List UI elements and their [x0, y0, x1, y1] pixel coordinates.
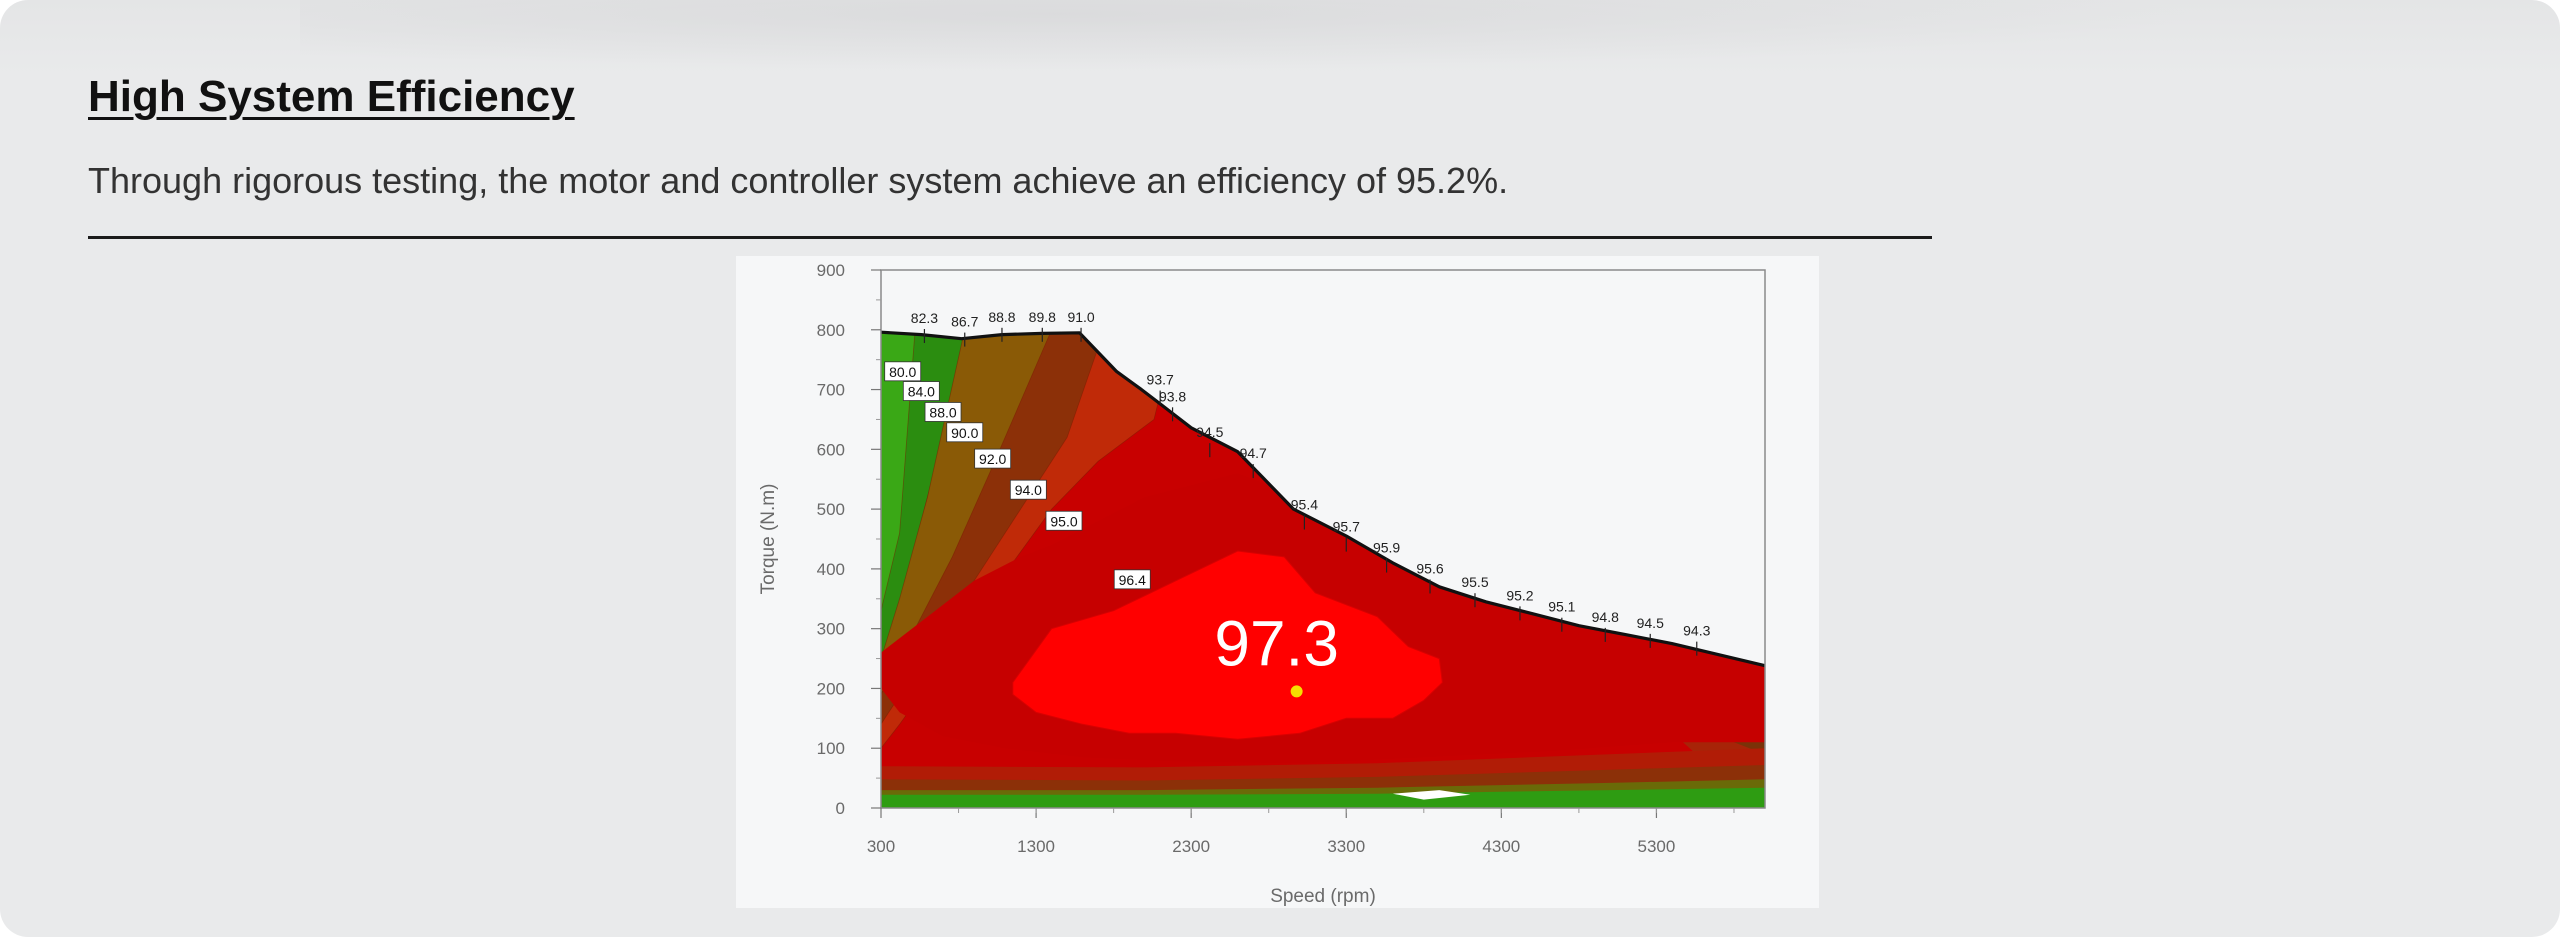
contour-label-text: 88.0: [929, 404, 956, 420]
contour-label-text: 95.0: [1050, 513, 1077, 529]
contour-label-box: [924, 402, 962, 422]
contour-label: 84.0: [902, 381, 940, 401]
envelope-boundary-line: [880, 330, 1766, 668]
efficiency-map-chart: 0 100 200 300 400 500 600 700 800 900 300 1300 2300 3…: [736, 256, 1819, 908]
contour-label-text: 90.0: [951, 425, 978, 441]
boundary-efficiency-label: 93.8: [1159, 388, 1186, 404]
boundary-efficiency-label: 95.6: [1416, 560, 1443, 576]
contour-label: 96.4: [1113, 569, 1151, 590]
contour-label-text: 84.0: [908, 384, 935, 400]
contour-label-box: [974, 448, 1012, 469]
efficiency-zone-lowtorque-green: [881, 787, 1765, 808]
contour-label-text: 96.4: [1119, 572, 1146, 588]
boundary-efficiency-label: 94.7: [1240, 445, 1267, 461]
contour-label-box: [1113, 569, 1151, 590]
boundary-efficiency-label: 94.8: [1592, 609, 1619, 625]
efficiency-zone-peak: [1012, 550, 1443, 740]
faded-background-text: [300, 0, 2200, 70]
contour-label: 90.0: [946, 422, 984, 443]
x-tick-label: 2300: [1172, 837, 1210, 856]
x-tick-label: 300: [867, 837, 895, 856]
contour-label-box: [1009, 479, 1047, 500]
y-tick-label: 400: [817, 560, 845, 579]
section-description: Through rigorous testing, the motor and …: [88, 160, 1509, 201]
contour-label-box: [946, 422, 984, 443]
x-tick-label: 1300: [1017, 837, 1055, 856]
y-tick-label: 0: [836, 799, 845, 818]
contour-label: 94.0: [1009, 479, 1047, 500]
section-title: High System Efficiency: [88, 72, 575, 121]
x-tick-label: 3300: [1327, 837, 1365, 856]
y-tick-label: 700: [817, 381, 845, 400]
boundary-efficiency-label: 94.3: [1683, 623, 1710, 639]
y-tick-label: 200: [817, 679, 845, 698]
boundary-efficiency-label: 94.5: [1637, 615, 1664, 631]
contour-label: 92.0: [974, 448, 1012, 469]
boundary-efficiency-label: 95.2: [1506, 587, 1533, 603]
contour-label-box: [902, 381, 940, 401]
contour-label-text: 80.0: [889, 364, 916, 380]
boundary-efficiency-label: 88.8: [988, 309, 1015, 325]
y-tick-label: 900: [817, 261, 845, 280]
y-tick-label: 100: [817, 739, 845, 758]
efficiency-map-svg: 0 100 200 300 400 500 600 700 800 900 300 1300 2300 3…: [758, 261, 1766, 907]
y-tick-label: 500: [817, 500, 845, 519]
y-tick-label: 600: [817, 440, 845, 459]
x-axis-label: Speed (rpm): [1270, 886, 1376, 907]
boundary-efficiency-label: 95.9: [1373, 540, 1400, 556]
x-tick-label: 4300: [1482, 837, 1520, 856]
boundary-efficiency-label: 82.3: [911, 310, 938, 326]
y-axis-label: Torque (N.m): [758, 484, 779, 595]
boundary-efficiency-label: 93.7: [1147, 372, 1174, 388]
boundary-efficiency-label: 95.5: [1461, 574, 1488, 590]
y-tick-label: 300: [817, 620, 845, 639]
boundary-efficiency-label: 91.0: [1067, 309, 1094, 325]
contour-label: 88.0: [924, 402, 962, 422]
boundary-efficiency-label: 95.1: [1548, 599, 1575, 615]
contour-label-text: 92.0: [979, 451, 1006, 467]
efficiency-zone-lowtorque-gap: [1392, 790, 1471, 800]
x-tick-label: 5300: [1638, 837, 1676, 856]
contour-label-box: [1045, 510, 1083, 531]
section-divider: [88, 236, 1932, 239]
contour-label: 80.0: [884, 361, 922, 382]
boundary-efficiency-label: 86.7: [951, 314, 978, 330]
peak-efficiency-label: 97.3: [1214, 607, 1339, 679]
contour-label-box: [884, 361, 922, 382]
boundary-efficiency-label: 89.8: [1029, 309, 1056, 325]
boundary-efficiency-label: 95.4: [1291, 497, 1318, 513]
contour-label: 95.0: [1045, 510, 1083, 531]
y-tick-label: 800: [817, 321, 845, 340]
peak-efficiency-marker: [1290, 685, 1303, 698]
boundary-efficiency-label: 94.5: [1196, 424, 1223, 440]
contour-label-text: 94.0: [1015, 482, 1042, 498]
boundary-efficiency-label: 95.7: [1333, 519, 1360, 535]
